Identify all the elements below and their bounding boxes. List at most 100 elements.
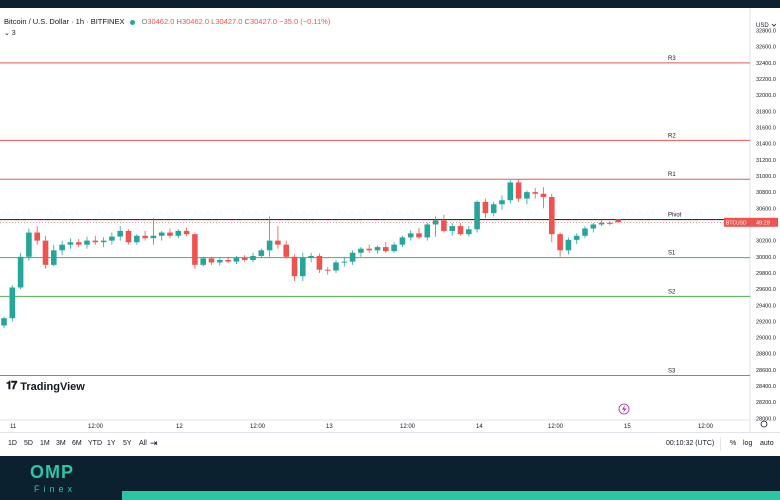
timeframe-1y[interactable]: 1Y: [107, 440, 116, 447]
candle-body: [300, 257, 306, 277]
candle-body: [466, 229, 472, 235]
symbol-title[interactable]: Bitcoin / U.S. Dollar · 1h · BITFINEX: [4, 17, 125, 26]
open-label: O: [141, 17, 148, 26]
candle-body: [499, 200, 505, 205]
top-dark-strip: [0, 0, 780, 8]
candle-body: [200, 258, 206, 265]
candle-body: [225, 260, 231, 262]
price-tick-label: 29000.0: [756, 336, 776, 342]
current-price-countdown: 49:28: [756, 220, 770, 226]
price-tick-label: 31800.0: [756, 109, 776, 115]
candle-body: [183, 230, 190, 235]
indicator-legend-toggle[interactable]: ⌄ 3: [4, 30, 16, 37]
price-tick-label: 32000.0: [756, 93, 776, 99]
candle-body: [358, 248, 364, 253]
candle-body: [125, 230, 132, 243]
symbol-header: Bitcoin / U.S. Dollar · 1h · BITFINEX O30…: [4, 17, 330, 26]
timeframe-3m[interactable]: 3M: [56, 440, 66, 447]
candle-body: [217, 260, 223, 263]
candle-body: [474, 201, 480, 230]
price-tick-label: 32800.0: [756, 29, 776, 35]
price-tick-label: 28800.0: [756, 352, 776, 358]
candle-body: [17, 256, 24, 288]
tradingview-mark-icon: 𝟏𝟕: [6, 380, 17, 392]
timeframe-6m[interactable]: 6M: [72, 440, 82, 447]
lightning-bolt-icon: [622, 405, 627, 413]
time-tick-label: 12:00: [400, 424, 416, 430]
candle-body: [258, 250, 265, 256]
auto-toggle[interactable]: auto: [760, 440, 774, 447]
time-tick-label: 13: [326, 424, 333, 430]
candle-body: [109, 236, 115, 241]
candle-body: [9, 287, 16, 319]
candle-body: [399, 237, 406, 245]
candle-body: [34, 232, 40, 241]
candle-body: [250, 255, 256, 261]
timeframe-1m[interactable]: 1M: [40, 440, 50, 447]
candle-body: [515, 182, 522, 199]
lightning-event-icon: [618, 403, 630, 415]
log-toggle[interactable]: log: [743, 440, 753, 447]
finex-brand-subtitle: Finex: [34, 484, 77, 494]
open-value: 30462.0: [147, 17, 175, 26]
candle-body: [266, 240, 273, 251]
candle-body: [532, 192, 538, 194]
timeframe-all[interactable]: All: [139, 440, 147, 447]
candle-body: [590, 224, 597, 229]
candle-body: [67, 242, 74, 245]
price-tick-label: 31400.0: [756, 142, 776, 148]
candle-body: [26, 232, 32, 257]
candle-body: [383, 247, 389, 252]
candle-body: [167, 232, 173, 236]
candle-body: [75, 242, 82, 245]
level-label-s3: S3: [668, 369, 676, 375]
currency-label: USD: [756, 23, 769, 29]
candle-body: [524, 192, 530, 199]
candle-body: [482, 201, 489, 214]
utc-clock[interactable]: 00:10:32 (UTC): [666, 440, 715, 447]
tradingview-logo-text: TradingView: [20, 380, 85, 393]
candle-body: [324, 269, 331, 271]
price-tick-label: 28400.0: [756, 384, 776, 390]
timeframe-ytd[interactable]: YTD: [88, 440, 102, 447]
price-tick-label: 32400.0: [756, 61, 776, 67]
time-tick-label: 14: [476, 424, 483, 430]
level-label-s2: S2: [668, 289, 676, 295]
candle-body: [607, 222, 613, 224]
timeframe-5d[interactable]: 5D: [24, 440, 33, 447]
time-tick-label: 15: [624, 424, 631, 430]
candle-body: [134, 235, 140, 243]
market-status-icon: [130, 19, 136, 25]
candle-body: [349, 252, 356, 262]
close-value: 30427.0: [249, 17, 278, 26]
candle-body: [1, 318, 7, 326]
candle-body: [158, 232, 165, 236]
date-range-icon[interactable]: ⇥: [150, 438, 158, 448]
high-label: H: [176, 17, 182, 26]
timeframe-1d[interactable]: 1D: [8, 440, 17, 447]
candle-body: [582, 228, 588, 236]
time-tick-label: 12:00: [698, 424, 714, 430]
level-label-r3: R3: [668, 56, 676, 62]
price-tick-label: 29600.0: [756, 287, 776, 293]
price-tick-label: 31600.0: [756, 126, 776, 132]
candle-body: [192, 234, 198, 265]
percent-toggle[interactable]: %: [730, 440, 737, 447]
current-price-tag-bg: [750, 217, 778, 227]
candle-body: [341, 261, 348, 263]
price-tick-label: 32200.0: [756, 77, 776, 83]
candle-body: [557, 234, 563, 251]
close-label: C: [244, 17, 250, 26]
tradingview-logo[interactable]: 𝟏𝟕 TradingView: [6, 380, 85, 393]
chart-panel[interactable]: USD 32800.0 32600.0 32400.0 32200.0 32000.0 31…: [0, 8, 780, 456]
timeframe-5y[interactable]: 5Y: [123, 440, 132, 447]
candle-body: [333, 262, 339, 271]
time-tick-label: 12:00: [250, 424, 266, 430]
price-tick-label: 31200.0: [756, 158, 776, 164]
candle-body: [275, 240, 281, 245]
candle-body: [92, 240, 99, 243]
level-label-r2: R2: [668, 133, 676, 139]
candle-body: [441, 220, 447, 231]
price-tick-label: 30200.0: [756, 239, 776, 245]
